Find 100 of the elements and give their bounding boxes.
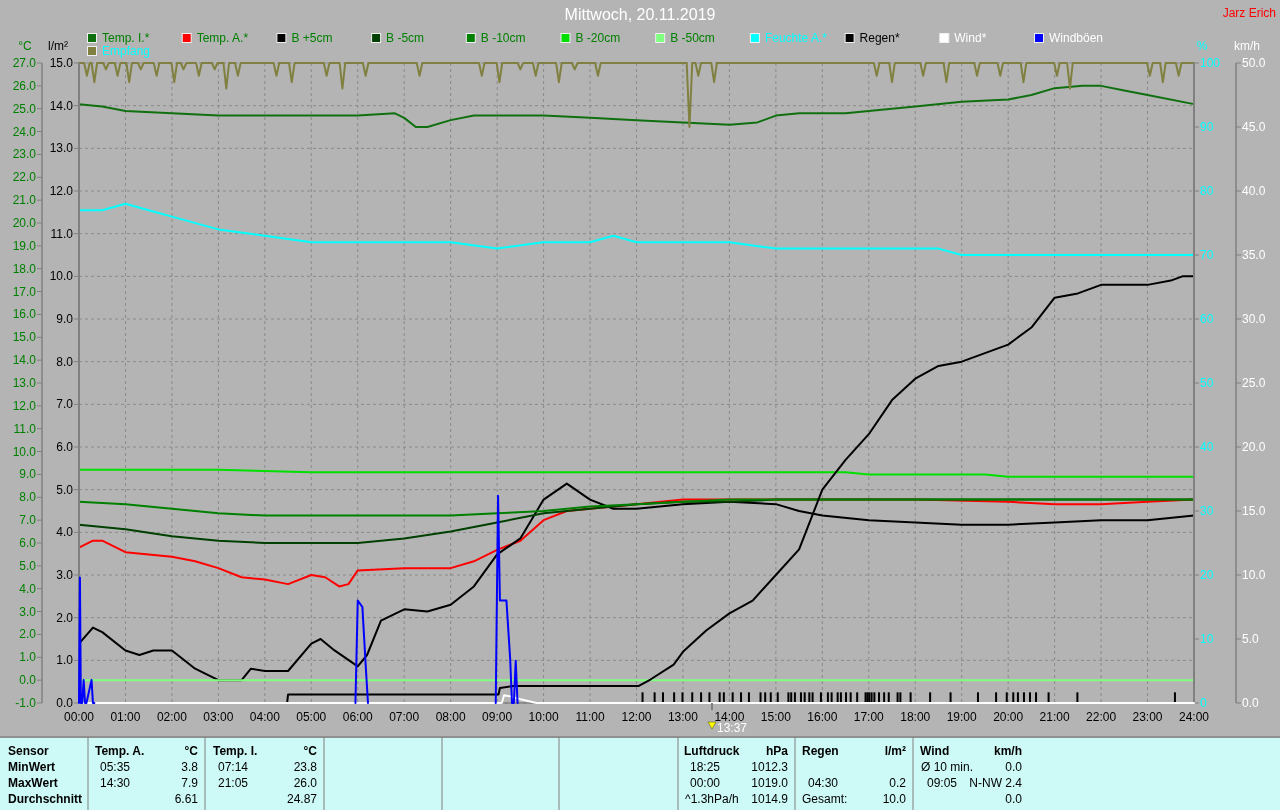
text: 04:30	[808, 776, 839, 790]
text: N-NW 2.4	[969, 776, 1023, 790]
y3-tick-label: 10	[1200, 632, 1214, 646]
text: Gesamt:	[802, 792, 848, 806]
y2-tick-label: 11.0	[50, 226, 74, 241]
x-tick-label: 08:00	[435, 710, 467, 724]
x-tick-label: 14:00	[714, 710, 745, 724]
text: 6.61	[174, 792, 199, 806]
y-axis-title: °C	[18, 39, 33, 53]
y2-tick-label: 6.0	[56, 440, 74, 454]
y-tick-label: 23.0	[12, 147, 37, 162]
x-tick-label: 03:00	[203, 710, 234, 724]
text: l/m²	[884, 744, 906, 758]
y2-tick-label: 15.0	[49, 56, 74, 70]
y-axis-title: km/h	[1233, 39, 1261, 53]
text: MaxWert	[8, 776, 58, 790]
text: 3.8	[181, 760, 199, 774]
x-tick-label: 19:00	[946, 710, 978, 724]
y2-tick-label: 2.0	[56, 610, 74, 625]
x-tick-label: 17:00	[853, 710, 885, 724]
legend-label: Windböen	[1049, 31, 1104, 45]
x-tick-label: 15:00	[760, 710, 792, 724]
y3-tick-label: 50	[1200, 376, 1214, 390]
y-tick-label: 7.0	[19, 513, 37, 528]
y2-tick-label: 4.0	[56, 525, 74, 540]
legend-label: B -10cm	[480, 31, 526, 45]
legend-label: Temp. A.*	[196, 31, 249, 45]
x-tick-label: 12:00	[621, 710, 652, 724]
legend-label: B -50cm	[670, 31, 715, 45]
text: 0.0	[1005, 792, 1023, 806]
y-tick-label: 10.0	[12, 444, 37, 459]
line-series	[78, 62, 1195, 128]
text: 09:05	[927, 776, 958, 790]
text: Wind	[920, 744, 950, 758]
x-tick-label: 10:00	[528, 710, 559, 724]
text: Temp. I.	[213, 744, 258, 758]
x-tick-label: 22:00	[1086, 710, 1117, 724]
y-tick-label: 0.0	[19, 673, 37, 688]
text: Jarz Erich	[1222, 6, 1276, 20]
y-tick-label: 17.0	[12, 284, 37, 299]
text: 13:37	[717, 721, 748, 735]
y-tick-label: 24.0	[12, 124, 37, 139]
y3-axis-title: %	[1196, 39, 1208, 53]
x-tick-label: 23:00	[1132, 710, 1163, 724]
y-tick-label: 25.0	[1242, 376, 1266, 390]
text: 00:00	[690, 776, 721, 790]
text: 05:35	[100, 760, 131, 774]
y3-tick-label: 20	[1200, 568, 1214, 582]
y-tick-label: -1.0	[15, 696, 37, 710]
x-tick-label: 05:00	[296, 710, 327, 724]
text: 07:14	[218, 760, 249, 774]
y2-tick-label: 10.0	[49, 269, 74, 284]
text: 1012.3	[751, 760, 789, 774]
y3-tick-label: 40	[1200, 440, 1214, 454]
y3-tick-label: 60	[1200, 312, 1214, 326]
y-tick-label: 15.0	[1242, 504, 1266, 518]
y-tick-label: 3.0	[19, 604, 37, 619]
legend-label: B +5cm	[291, 31, 333, 45]
legend-label: Feuchte A.*	[764, 31, 828, 45]
x-tick-label: 20:00	[993, 710, 1024, 724]
y-tick-label: 0.0	[1242, 696, 1260, 710]
y-tick-label: 9.0	[19, 467, 37, 482]
y-tick-label: 16.0	[12, 307, 37, 322]
text: 26.0	[293, 776, 318, 790]
y-tick-label: 20.0	[1242, 440, 1266, 454]
text: 7.9	[181, 776, 199, 790]
y-tick-label: 5.0	[19, 558, 37, 573]
text: 24.87	[286, 792, 318, 806]
text: Temp. A.	[95, 744, 145, 758]
text: 23.8	[293, 760, 318, 774]
y-tick-label: 30.0	[1242, 312, 1266, 326]
text: 14:30	[100, 776, 131, 790]
text: km/h	[993, 744, 1022, 758]
text: 0.2	[889, 776, 907, 790]
y2-tick-label: 8.0	[56, 354, 74, 369]
x-tick-label: 16:00	[807, 710, 838, 724]
y-tick-label: 10.0	[1242, 568, 1266, 582]
text: 10.0	[882, 792, 907, 806]
y2-tick-label: 14.0	[49, 98, 74, 113]
legend-label: B -20cm	[575, 31, 621, 45]
text: Sensor	[8, 744, 50, 758]
chart-title: Mittwoch, 20.11.2019	[564, 6, 716, 23]
y2-tick-label: 0.0	[56, 696, 74, 710]
y-tick-label: 12.0	[12, 398, 37, 413]
y-tick-label: 40.0	[1242, 184, 1266, 198]
y-tick-label: 2.0	[19, 627, 37, 642]
y2-tick-label: 7.0	[56, 397, 74, 412]
x-tick-label: 06:00	[342, 710, 374, 724]
y-tick-label: 8.0	[19, 490, 37, 505]
x-tick-label: 13:00	[667, 710, 699, 724]
y3-tick-label: 0	[1200, 696, 1207, 710]
y2-tick-label: 5.0	[56, 482, 74, 497]
y-tick-label: 22.0	[12, 170, 37, 185]
legend-label: B -5cm	[386, 31, 425, 45]
x-tick-label: 11:00	[575, 710, 605, 724]
line-series	[78, 84, 1195, 128]
y-tick-label: 5.0	[1242, 632, 1260, 646]
x-tick-label: 18:00	[900, 710, 931, 724]
y3-tick-label: 90	[1200, 120, 1214, 134]
y-tick-label: 27.0	[12, 56, 37, 70]
